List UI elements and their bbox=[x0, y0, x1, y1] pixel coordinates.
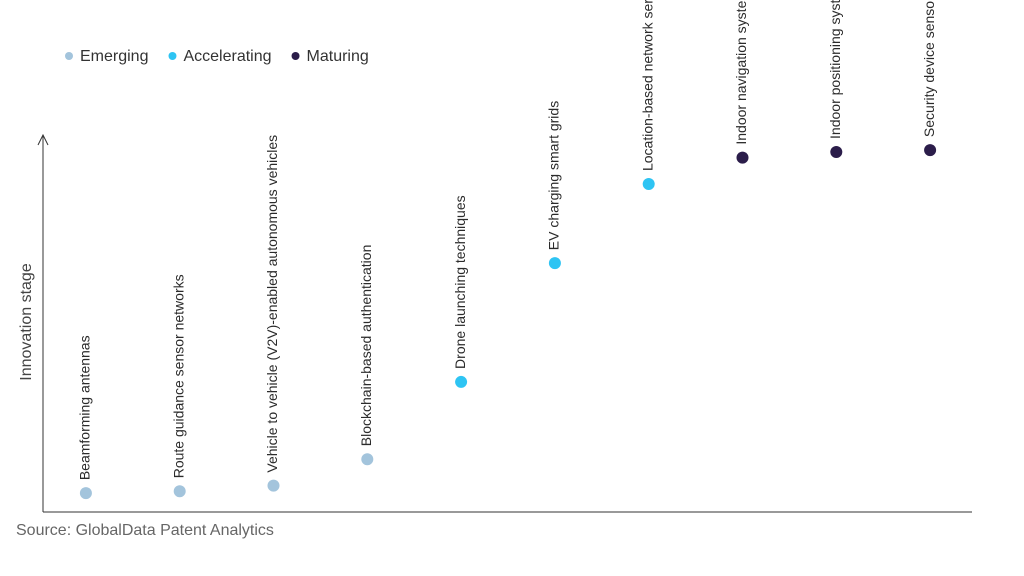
y-axis-label: Innovation stage bbox=[18, 263, 35, 381]
legend-label: Emerging bbox=[80, 48, 148, 65]
legend-label: Maturing bbox=[307, 48, 369, 65]
legend-marker bbox=[168, 52, 177, 60]
category-label: EV charging smart grids bbox=[546, 101, 562, 250]
category-label: Vehicle to vehicle (V2V)-enabled autonom… bbox=[264, 135, 280, 473]
category-label: Beamforming antennas bbox=[77, 335, 93, 480]
axes bbox=[37, 133, 972, 513]
data-point bbox=[173, 485, 186, 498]
category-label: Route guidance sensor networks bbox=[170, 274, 186, 478]
category-label: Indoor positioning systems bbox=[827, 0, 843, 139]
source-note: Source: GlobalData Patent Analytics bbox=[16, 522, 274, 539]
category-label: Drone launching techniques bbox=[452, 195, 468, 369]
legend-marker bbox=[65, 52, 73, 60]
data-point bbox=[642, 178, 655, 191]
data-point bbox=[736, 151, 749, 164]
category-label: Security device sensor networks bbox=[921, 0, 937, 137]
data-point bbox=[267, 479, 280, 492]
category-label: Indoor navigation systems bbox=[733, 0, 749, 145]
data-point bbox=[830, 145, 843, 158]
data-point bbox=[361, 453, 374, 466]
category-label: Location-based network services bbox=[639, 0, 655, 171]
data-point bbox=[455, 375, 468, 388]
data-point bbox=[548, 257, 561, 270]
data-point bbox=[924, 144, 937, 157]
legend-marker bbox=[291, 52, 300, 60]
category-label: Blockchain-based authentication bbox=[358, 245, 374, 447]
data-point bbox=[79, 487, 92, 500]
legend-label: Accelerating bbox=[183, 48, 271, 65]
